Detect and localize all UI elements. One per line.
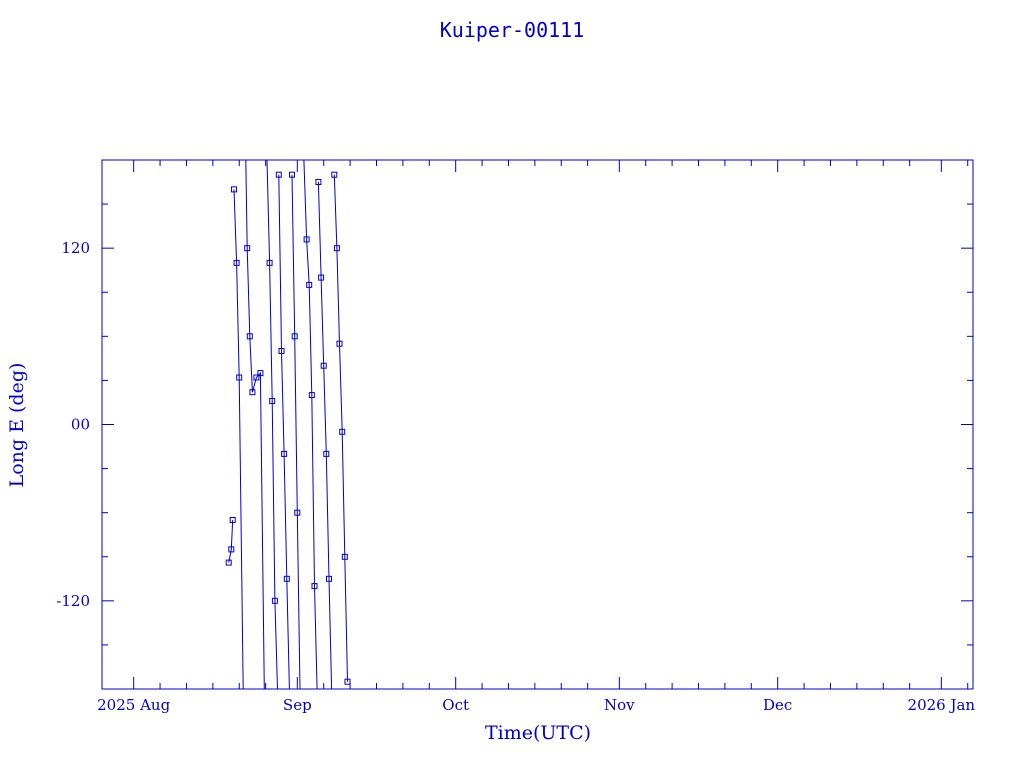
y-tick-label: 120: [61, 239, 90, 257]
data-point: [339, 428, 346, 435]
data-point: [294, 509, 301, 516]
x-tick-label: 2025 Aug: [97, 696, 170, 714]
data-point: [229, 517, 236, 523]
data-point: [244, 245, 251, 252]
series-line: [245, 159, 265, 690]
data-point: [249, 389, 256, 396]
x-tick-label: Nov: [604, 696, 635, 714]
data-point: [266, 259, 273, 266]
y-axis-ticks: 120 00 -120: [56, 203, 973, 646]
series-line: [266, 159, 278, 690]
data-point: [278, 348, 285, 354]
data-point: [344, 678, 351, 685]
data-point: [303, 236, 310, 243]
data-point: [231, 186, 237, 193]
y-tick-label: 00: [71, 416, 90, 434]
series-line: [317, 181, 333, 690]
data-point: [271, 597, 278, 604]
data-point: [291, 333, 298, 340]
data-point: [336, 340, 343, 347]
data-point: [308, 392, 315, 399]
series-line: [233, 189, 244, 690]
x-axis-ticks: 2025 Aug Sep Oct Nov Dec 2026 Jan: [97, 160, 975, 714]
data-point: [318, 274, 325, 281]
x-tick-label: 2026 Jan: [908, 696, 976, 714]
data-point: [306, 281, 313, 288]
series-line: [278, 174, 290, 690]
data-point: [275, 171, 282, 178]
data-point: [257, 370, 264, 377]
data-point: [320, 362, 327, 369]
y-axis-label: Long E (deg): [6, 363, 28, 488]
data-point: [315, 179, 322, 185]
data-point: [323, 450, 330, 457]
data-point: [253, 374, 260, 381]
x-tick-label: Oct: [442, 696, 469, 714]
x-axis-label: Time(UTC): [485, 722, 591, 744]
data-point: [326, 575, 332, 582]
data-point: [331, 171, 338, 178]
data-point: [311, 583, 318, 590]
x-tick-label: Sep: [283, 696, 312, 714]
data-point: [236, 374, 243, 381]
data-point: [269, 398, 276, 404]
series-line: [291, 174, 301, 690]
plot-frame: [101, 159, 974, 690]
data-point: [228, 546, 235, 553]
data-point: [246, 333, 253, 340]
data-point: [233, 259, 240, 266]
data-point: [289, 171, 295, 178]
data-point: [281, 450, 288, 457]
series-line: [333, 174, 348, 682]
chart-title: Kuiper-00111: [440, 18, 585, 42]
data-point: [333, 245, 340, 252]
data-point: [341, 553, 348, 560]
series-lines: [228, 159, 348, 690]
y-tick-label: -120: [56, 592, 90, 610]
series-markers: [225, 171, 351, 685]
x-tick-label: Dec: [763, 696, 792, 714]
data-point: [283, 575, 290, 582]
data-point: [225, 559, 232, 566]
series-line: [228, 519, 234, 563]
series-line: [303, 159, 318, 690]
